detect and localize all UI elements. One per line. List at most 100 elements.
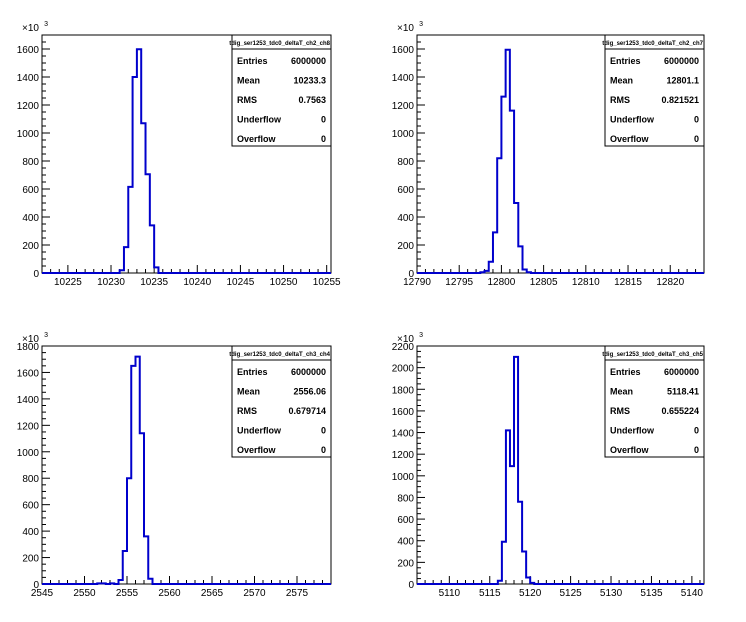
y-tick-label: 1000 <box>392 129 415 140</box>
y-tick-label: 0 <box>33 269 39 280</box>
x-tick-label: 5140 <box>681 588 704 599</box>
x-tick-label: 12795 <box>445 277 473 288</box>
stats-value: 6000000 <box>664 56 699 66</box>
stats-label: Overflow <box>610 445 650 455</box>
y-tick-label: 400 <box>22 527 39 538</box>
y-tick-label: 200 <box>397 558 414 569</box>
y-tick-label: 0 <box>33 580 39 591</box>
x-tick-label: 10245 <box>227 277 255 288</box>
stats-value: 0.679714 <box>288 406 326 416</box>
stats-label: Entries <box>610 56 641 66</box>
y-tick-label: 1400 <box>392 429 415 440</box>
x-tick-label: 2565 <box>201 588 224 599</box>
stats-label: Overflow <box>610 134 650 144</box>
y-tick-label: 1200 <box>17 421 40 432</box>
stats-label: Overflow <box>237 445 277 455</box>
x-tick-label: 10235 <box>140 277 168 288</box>
y-axis: 0 200 400 600 800 1000 1200 1400 1600 ×10 3 <box>392 21 425 280</box>
stats-value: 0 <box>694 445 699 455</box>
histogram-title: tdig_ser1253_tdc0_deltaT_ch3_ch5 <box>602 352 703 358</box>
y-tick-label: 600 <box>22 185 39 196</box>
y-tick-label: 1800 <box>392 385 415 396</box>
stats-label: Mean <box>610 76 633 86</box>
histogram-panel: 10225 10230 10235 10240 10245 10250 10255 0 200 4… <box>17 21 341 288</box>
x-tick-label: 2560 <box>158 588 181 599</box>
stats-label: Underflow <box>610 426 655 436</box>
stats-value: 0 <box>321 115 326 125</box>
y-tick-label: 1600 <box>17 45 40 56</box>
stats-label: Overflow <box>237 134 277 144</box>
y-tick-label: 1400 <box>17 73 40 84</box>
y-tick-label: 1400 <box>392 73 415 84</box>
stats-label: Entries <box>610 367 641 377</box>
histogram-line <box>42 355 331 585</box>
stats-label: RMS <box>610 406 630 416</box>
y-tick-label: 1000 <box>392 472 415 483</box>
stats-label: RMS <box>610 95 630 105</box>
y-tick-label: 200 <box>22 241 39 252</box>
x-tick-label: 5110 <box>439 588 461 599</box>
y-tick-label: 1600 <box>17 368 40 379</box>
y-tick-label: 800 <box>397 157 414 168</box>
x-tick-label: 5115 <box>479 588 501 599</box>
x-axis: 2545 2550 2555 2560 2565 2570 2575 <box>31 576 332 599</box>
x-tick-label: 10250 <box>270 277 298 288</box>
stats-value: 6000000 <box>291 367 326 377</box>
y-tick-label: 2000 <box>392 364 415 375</box>
stats-label: Mean <box>237 387 260 397</box>
y-exponent-power: 3 <box>419 332 423 339</box>
stats-value: 0 <box>694 426 699 436</box>
histogram-panel: 12790 12795 12800 12805 12810 12815 12820 0 200 4… <box>392 21 705 288</box>
stats-box-frame <box>604 345 705 458</box>
stats-value: 12801.1 <box>666 76 699 86</box>
x-tick-label: 5135 <box>640 588 663 599</box>
histogram-title: tdig_ser1253_tdc0_deltaT_ch3_ch4 <box>229 352 330 358</box>
x-axis: 10225 10230 10235 10240 10245 10250 10255 <box>41 265 341 288</box>
histogram-line <box>42 48 331 274</box>
stats-box: tdig_ser1253_tdc0_deltaT_ch3_ch5 Entries 6… <box>602 345 705 458</box>
stats-box: tdig_ser1253_tdc0_deltaT_ch2_ch8 Entries 6… <box>229 34 332 147</box>
x-tick-label: 10225 <box>54 277 82 288</box>
stats-box-frame <box>231 345 332 458</box>
x-tick-label: 5120 <box>519 588 542 599</box>
histogram-title: tdig_ser1253_tdc0_deltaT_ch2_ch8 <box>229 41 330 47</box>
stats-label: Entries <box>237 56 268 66</box>
stats-value: 0.7563 <box>298 95 326 105</box>
y-tick-label: 1000 <box>17 129 40 140</box>
stats-label: Mean <box>610 387 633 397</box>
y-tick-label: 200 <box>22 554 39 565</box>
stats-label: RMS <box>237 95 257 105</box>
x-tick-label: 2545 <box>31 588 54 599</box>
stats-label: Mean <box>237 76 260 86</box>
y-axis: 0 200 400 600 800 1000 1200 1400 1600 ×10 3 <box>17 21 50 280</box>
stats-value: 10233.3 <box>293 76 326 86</box>
y-tick-label: 400 <box>397 537 414 548</box>
y-exponent-power: 3 <box>44 21 48 28</box>
histogram-bin <box>510 466 514 584</box>
histogram-line <box>417 355 704 585</box>
x-tick-label: 10240 <box>183 277 211 288</box>
stats-value: 0.655224 <box>661 406 699 416</box>
y-tick-label: 1000 <box>17 448 40 459</box>
x-tick-label: 5130 <box>600 588 623 599</box>
stats-label: Underflow <box>237 426 282 436</box>
x-tick-label: 12820 <box>656 277 684 288</box>
y-tick-label: 800 <box>22 474 39 485</box>
y-tick-label: 1400 <box>17 395 40 406</box>
stats-value: 0 <box>321 134 326 144</box>
y-tick-label: 400 <box>22 213 39 224</box>
x-tick-label: 12790 <box>403 277 431 288</box>
x-tick-label: 12800 <box>488 277 516 288</box>
stats-value: 0.821521 <box>661 95 699 105</box>
stats-box-frame <box>604 34 705 147</box>
x-tick-label: 12810 <box>572 277 600 288</box>
stats-value: 0 <box>321 445 326 455</box>
y-tick-label: 600 <box>22 501 39 512</box>
stats-label: Underflow <box>610 115 655 125</box>
y-exponent-label: ×10 <box>397 334 414 345</box>
stats-label: Entries <box>237 367 268 377</box>
y-exponent-label: ×10 <box>22 334 39 345</box>
stats-value: 2556.06 <box>293 387 326 397</box>
histogram-panel: 2545 2550 2555 2560 2565 2570 2575 0 200 400 600 80… <box>17 332 332 599</box>
y-tick-label: 1600 <box>392 45 415 56</box>
